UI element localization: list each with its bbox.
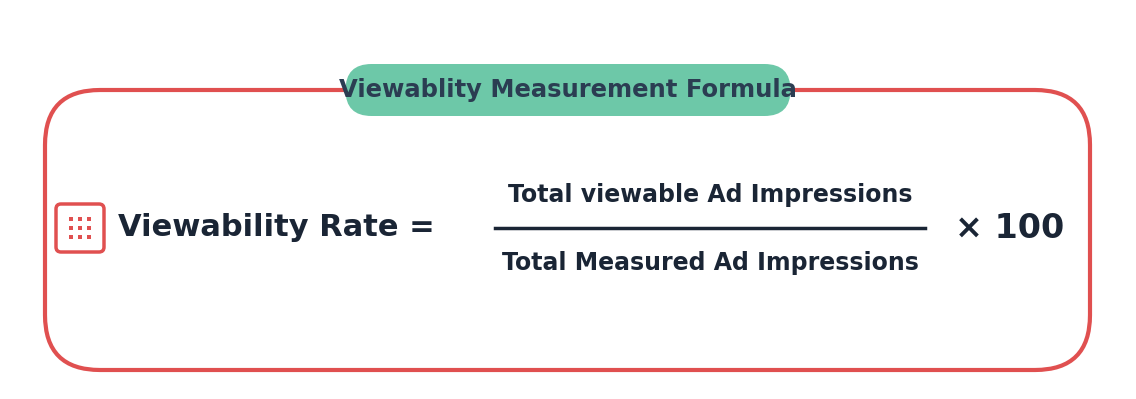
FancyBboxPatch shape	[78, 217, 82, 221]
FancyBboxPatch shape	[69, 226, 74, 230]
Text: Total Measured Ad Impressions: Total Measured Ad Impressions	[502, 251, 918, 275]
Text: Viewability Rate =: Viewability Rate =	[118, 213, 435, 243]
FancyBboxPatch shape	[86, 235, 91, 239]
FancyBboxPatch shape	[78, 226, 82, 230]
Text: Viewablity Measurement Formula: Viewablity Measurement Formula	[339, 78, 797, 102]
FancyBboxPatch shape	[45, 90, 1091, 370]
FancyBboxPatch shape	[86, 217, 91, 221]
FancyBboxPatch shape	[86, 226, 91, 230]
Text: Total viewable Ad Impressions: Total viewable Ad Impressions	[508, 183, 912, 207]
FancyBboxPatch shape	[345, 64, 791, 116]
FancyBboxPatch shape	[78, 235, 82, 239]
FancyBboxPatch shape	[69, 217, 74, 221]
Text: × 100: × 100	[955, 211, 1064, 245]
FancyBboxPatch shape	[69, 235, 74, 239]
